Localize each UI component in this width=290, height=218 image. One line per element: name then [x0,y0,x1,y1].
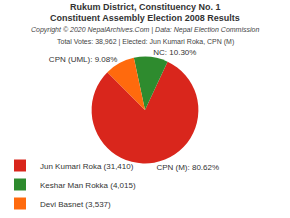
svg-text:Constituent Assembly Election: Constituent Assembly Election 2008 Resul… [50,13,240,23]
svg-text:Devi Basnet (3,537): Devi Basnet (3,537) [40,200,111,209]
svg-text:Jun Kumari Roka (31,410): Jun Kumari Roka (31,410) [40,162,134,171]
svg-text:CPN (M): 80.62%: CPN (M): 80.62% [156,163,219,172]
svg-text:Copyright © 2020 NepalArchives: Copyright © 2020 NepalArchives.Com | Dat… [31,26,259,34]
svg-text:Total Votes: 38,962 | Elected:: Total Votes: 38,962 | Elected: Jun Kumar… [57,38,234,46]
svg-text:NC: 10.30%: NC: 10.30% [153,48,196,57]
svg-text:CPN (UML): 9.08%: CPN (UML): 9.08% [49,55,117,64]
svg-text:Keshar Man Rokka (4,015): Keshar Man Rokka (4,015) [40,181,136,190]
svg-text:Rukum District, Constituency N: Rukum District, Constituency No. 1 [70,2,221,12]
